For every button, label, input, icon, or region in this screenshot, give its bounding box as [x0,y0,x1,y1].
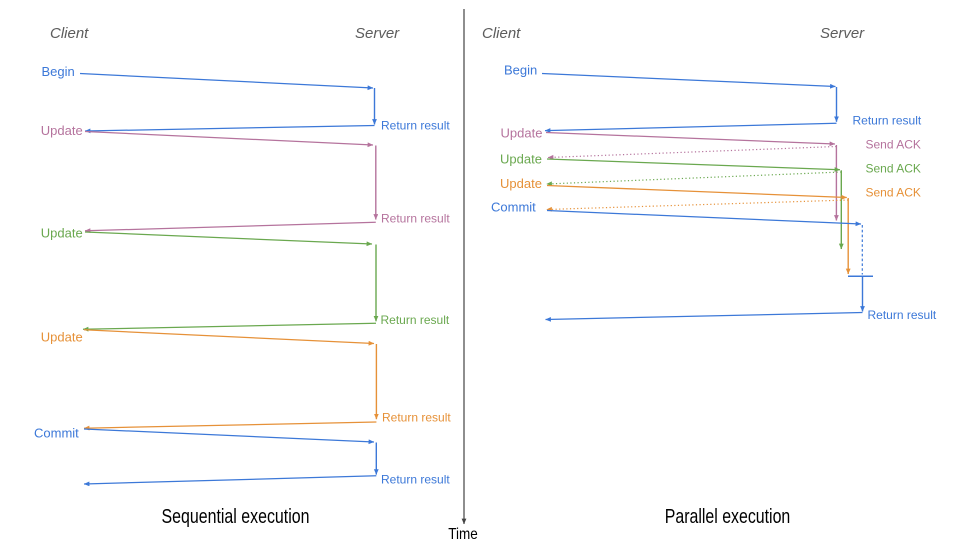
svg-text:Time: Time [448,526,478,540]
svg-text:Send ACK: Send ACK [866,161,921,175]
svg-text:Begin: Begin [504,63,537,78]
svg-text:Begin: Begin [42,64,75,79]
svg-text:Commit: Commit [491,200,536,215]
svg-text:Client: Client [50,25,89,42]
svg-text:Server: Server [820,25,865,42]
svg-text:Return result: Return result [382,410,451,424]
svg-text:Update: Update [500,176,542,191]
svg-text:Server: Server [355,25,400,42]
svg-text:Return result: Return result [853,114,922,128]
svg-text:Return result: Return result [381,313,450,327]
svg-text:Parallel execution: Parallel execution [665,506,791,528]
svg-text:Return result: Return result [381,211,450,225]
svg-text:Send ACK: Send ACK [866,186,921,200]
svg-text:Return result: Return result [868,308,937,322]
svg-text:Update: Update [41,123,83,138]
svg-text:Return result: Return result [381,473,450,487]
svg-text:Update: Update [41,226,83,241]
svg-text:Sequential execution: Sequential execution [162,506,310,528]
svg-text:Send ACK: Send ACK [866,137,921,151]
svg-text:Commit: Commit [34,426,79,441]
svg-text:Update: Update [501,125,543,140]
svg-text:Update: Update [41,330,83,345]
svg-text:Client: Client [482,25,521,42]
svg-text:Return result: Return result [381,118,450,132]
svg-text:Update: Update [500,151,542,166]
